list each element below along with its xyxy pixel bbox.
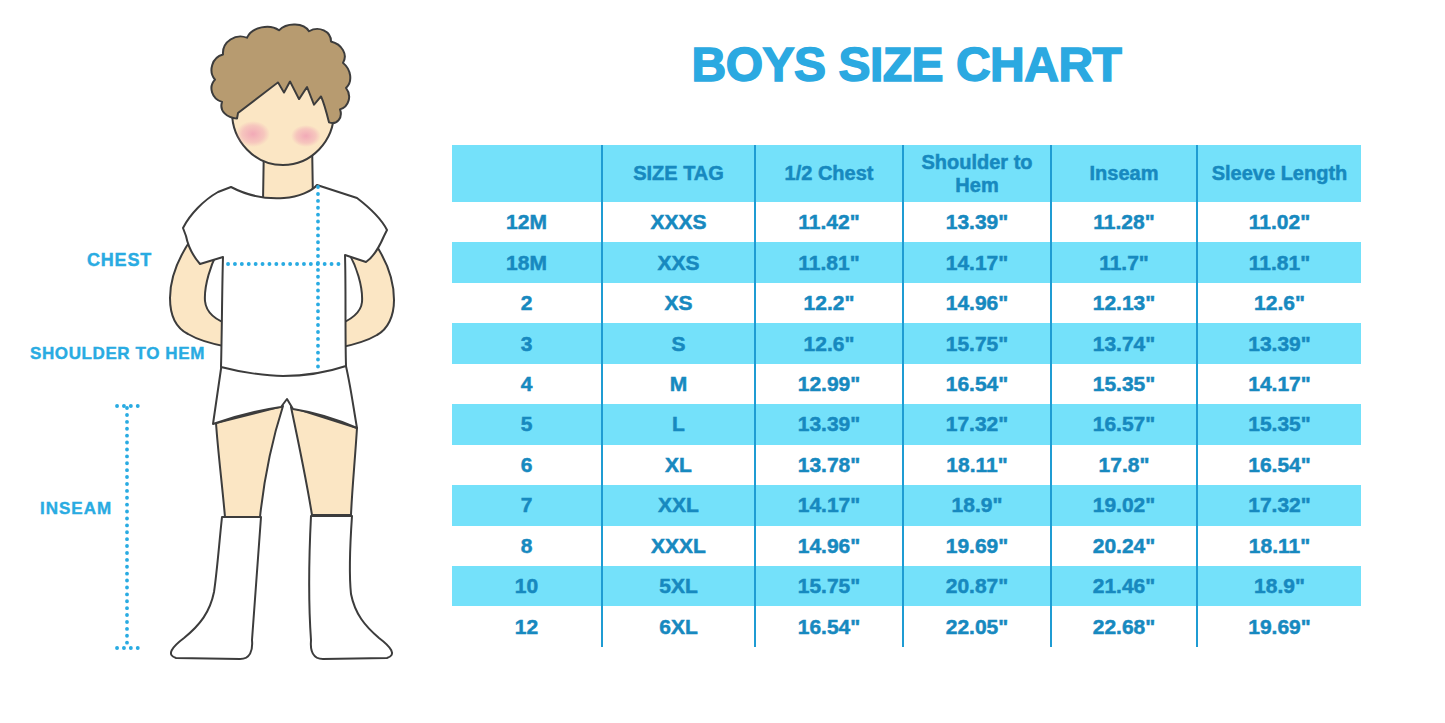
measurement-cell: L: [602, 404, 755, 444]
size-cell: 4: [452, 364, 602, 404]
measurement-cell: 22.68": [1051, 606, 1197, 646]
measurement-cell: 15.75": [903, 323, 1051, 363]
measurement-cell: 13.39": [903, 202, 1051, 242]
measurement-cell: XL: [602, 445, 755, 485]
measurement-cell: 12.2": [755, 283, 903, 323]
size-cell: 3: [452, 323, 602, 363]
measurement-cell: 17.8": [1051, 445, 1197, 485]
column-header: Sleeve Length: [1197, 145, 1361, 202]
measurement-cell: 20.87": [903, 566, 1051, 606]
measurement-cell: XXS: [602, 242, 755, 282]
table-header: SIZE TAG1/2 ChestShoulder to HemInseamSl…: [452, 145, 1361, 202]
measurement-cell: 11.02": [1197, 202, 1361, 242]
measurement-cell: 14.17": [755, 485, 903, 525]
chest-label: CHEST: [87, 250, 152, 271]
measurement-cell: 12.6": [1197, 283, 1361, 323]
table-row: 126XL16.54"22.05"22.68"19.69": [452, 606, 1361, 646]
measurement-cell: 13.74": [1051, 323, 1197, 363]
t-shirt: [183, 185, 387, 376]
size-cell: 6: [452, 445, 602, 485]
measurement-cell: 19.69": [1197, 606, 1361, 646]
measurement-cell: 18.9": [1197, 566, 1361, 606]
measurement-cell: 13.39": [755, 404, 903, 444]
measurement-cell: 14.96": [903, 283, 1051, 323]
right-sock: [309, 516, 392, 659]
measurement-cell: 14.96": [755, 526, 903, 566]
measurement-cell: 21.46": [1051, 566, 1197, 606]
measurement-cell: 15.35": [1051, 364, 1197, 404]
right-cheek: [291, 125, 321, 147]
table-row: 4M12.99"16.54"15.35"14.17": [452, 364, 1361, 404]
measurement-cell: 16.54": [755, 606, 903, 646]
measurement-cell: 17.32": [1197, 485, 1361, 525]
measurement-cell: 16.57": [1051, 404, 1197, 444]
measurement-cell: 11.81": [1197, 242, 1361, 282]
measurement-cell: 18.11": [903, 445, 1051, 485]
measurement-cell: 15.35": [1197, 404, 1361, 444]
measurement-cell: 13.78": [755, 445, 903, 485]
table-row: 6XL13.78"18.11"17.8"16.54": [452, 445, 1361, 485]
measurement-cell: 18.11": [1197, 526, 1361, 566]
measurement-cell: M: [602, 364, 755, 404]
column-header: SIZE TAG: [602, 145, 755, 202]
size-cell: 10: [452, 566, 602, 606]
column-header: Inseam: [1051, 145, 1197, 202]
size-cell: 12: [452, 606, 602, 646]
measurement-cell: 14.17": [1197, 364, 1361, 404]
size-cell: 8: [452, 526, 602, 566]
left-cheek: [236, 121, 270, 147]
table-row: 12MXXXS11.42"13.39"11.28"11.02": [452, 202, 1361, 242]
measurement-cell: 18.9": [903, 485, 1051, 525]
inseam-label: INSEAM: [40, 499, 112, 519]
table-row: 3S12.6"15.75"13.74"13.39": [452, 323, 1361, 363]
measurement-cell: 15.75": [755, 566, 903, 606]
measurement-cell: 11.28": [1051, 202, 1197, 242]
page: CHEST SHOULDER TO HEM INSEAM BOYS SIZE C…: [0, 0, 1445, 723]
measurement-cell: XXL: [602, 485, 755, 525]
measurement-cell: 11.81": [755, 242, 903, 282]
size-chart-table: SIZE TAG1/2 ChestShoulder to HemInseamSl…: [452, 145, 1361, 647]
header-row: SIZE TAG1/2 ChestShoulder to HemInseamSl…: [452, 145, 1361, 202]
left-leg: [216, 406, 283, 517]
measurement-cell: S: [602, 323, 755, 363]
size-cell: 18M: [452, 242, 602, 282]
measurement-cell: 12.99": [755, 364, 903, 404]
column-header: 1/2 Chest: [755, 145, 903, 202]
measurement-cell: 20.24": [1051, 526, 1197, 566]
table-row: 105XL15.75"20.87"21.46"18.9": [452, 566, 1361, 606]
measurement-cell: 13.39": [1197, 323, 1361, 363]
measurement-cell: 11.42": [755, 202, 903, 242]
column-header: [452, 145, 602, 202]
table-row: 5L13.39"17.32"16.57"15.35": [452, 404, 1361, 444]
size-cell: 12M: [452, 202, 602, 242]
column-header: Shoulder to Hem: [903, 145, 1051, 202]
size-cell: 5: [452, 404, 602, 444]
measurement-cell: 17.32": [903, 404, 1051, 444]
measurement-cell: 5XL: [602, 566, 755, 606]
measurement-cell: 19.69": [903, 526, 1051, 566]
table-row: 7XXL14.17"18.9"19.02"17.32": [452, 485, 1361, 525]
measurement-cell: XXXS: [602, 202, 755, 242]
measurement-cell: 19.02": [1051, 485, 1197, 525]
size-cell: 2: [452, 283, 602, 323]
page-title: BOYS SIZE CHART: [452, 37, 1361, 92]
measurement-cell: 12.13": [1051, 283, 1197, 323]
shoulder-to-hem-label: SHOULDER TO HEM: [30, 344, 205, 364]
measurement-cell: 22.05": [903, 606, 1051, 646]
measurement-cell: 16.54": [1197, 445, 1361, 485]
left-sock: [171, 517, 261, 659]
table-row: 18MXXS11.81"14.17"11.7"11.81": [452, 242, 1361, 282]
measurement-cell: XXXL: [602, 526, 755, 566]
size-cell: 7: [452, 485, 602, 525]
measurement-cell: 11.7": [1051, 242, 1197, 282]
measurement-cell: 16.54": [903, 364, 1051, 404]
measurement-cell: 6XL: [602, 606, 755, 646]
table-row: 2XS12.2"14.96"12.13"12.6": [452, 283, 1361, 323]
measurement-cell: XS: [602, 283, 755, 323]
measurement-cell: 12.6": [755, 323, 903, 363]
table-row: 8XXXL14.96"19.69"20.24"18.11": [452, 526, 1361, 566]
measurement-cell: 14.17": [903, 242, 1051, 282]
